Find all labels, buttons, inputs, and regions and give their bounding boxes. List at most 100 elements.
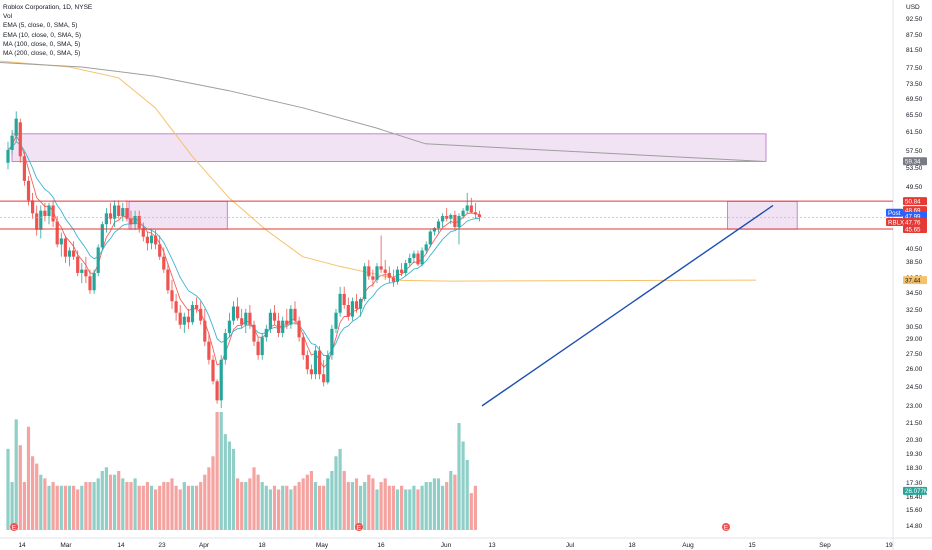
volume-bar [88,482,92,530]
volume-bar [80,485,84,530]
volume-bar [186,485,190,530]
volume-bar [375,489,379,530]
volume-bar [219,412,223,530]
ema10-line [7,141,480,356]
price-tick-label: 23.00 [906,403,923,410]
volume-bar [35,463,39,530]
volume-bar [84,482,88,530]
price-tick-label: 24.50 [906,384,923,391]
candle-body [51,205,55,222]
volume-legend[interactable]: Vol [3,13,13,21]
volume-bar [350,482,354,530]
candle-body [14,118,18,136]
candle-body [412,253,416,258]
volume-bar [473,485,477,530]
volume-bar [400,485,404,530]
candle-body [330,328,334,356]
candle-body [43,210,47,217]
candle-body [104,213,108,225]
ma200-legend[interactable]: MA (200, close, 0, SMA, 5) [3,50,81,58]
candle-body [22,156,26,181]
volume-bar [72,485,76,530]
candle-body [117,205,121,217]
price-tick-label: 21.50 [906,420,923,427]
volume-bar [166,482,170,530]
volume-bar [334,456,338,530]
volume-bar [363,482,367,530]
volume-bar [293,485,297,530]
candle-body [293,308,297,321]
price-tick-label: 20.30 [906,437,923,444]
volume-bar [453,474,457,530]
volume-bar [404,489,408,530]
volume-bar [391,485,395,530]
price-tag-label: 45.65 [905,226,921,233]
candle-body [404,263,408,273]
volume-bar [207,467,211,530]
zone-box [11,133,767,162]
candle-body [203,320,207,342]
volume-bar [154,489,158,530]
volume-bar [412,485,416,530]
chart-legend: Roblox Corporation, 1D, NYSE Vol EMA (5,… [3,3,92,58]
volume-bar [195,485,199,530]
candle-body [100,224,104,248]
volume-bar [457,423,461,530]
candle-body [244,312,248,325]
volume-bar [43,478,47,530]
volume-bar [227,441,231,530]
candle-body [416,253,420,265]
candle-body [346,305,350,317]
volume-bar [14,419,18,530]
candle-body [256,341,260,356]
candle-body [145,236,149,244]
volume-bar [190,485,195,530]
candle-body [281,320,285,334]
candle-body [133,216,137,225]
price-tick-label: 38.50 [906,259,923,266]
volume-bar [125,482,129,530]
candle-body [211,359,215,382]
volume-bar [22,482,26,530]
volume-bar [428,482,432,530]
candle-body [31,200,35,214]
price-tag [903,197,927,206]
candle-body [264,328,268,338]
candle-body [10,135,14,150]
candle-body [26,180,31,201]
volume-bar [330,471,334,530]
ma100-legend[interactable]: MA (100, close, 0, SMA, 5) [3,40,81,48]
volume-bar [367,474,371,530]
candle-body [363,266,367,300]
symbol-title[interactable]: Roblox Corporation, 1D, NYSE [3,4,93,11]
price-tick-label: 65.50 [906,112,923,119]
volume-bar [383,478,387,530]
ma200-line [0,62,766,162]
price-tick-label: 27.50 [906,351,923,358]
volume-bar [178,489,182,530]
volume-bar [268,489,272,530]
price-tag-label: 59.34 [905,159,921,166]
volume-bar [231,448,236,530]
volume-bar [67,485,72,530]
volume-bar [371,478,375,530]
price-tick-label: 26.00 [906,366,923,373]
ema5-legend[interactable]: EMA (5, close, 0, SMA, 5) [3,22,78,30]
candle-body [72,250,76,257]
candle-body [322,374,326,383]
candle-body [371,276,375,280]
candles-layer [6,111,482,409]
time-axis[interactable]: 14 Mar 14 23 Apr 18 May 16 Jun 13 Jul 18 Aug 15 Sep 19 [18,542,893,549]
candle-body [240,318,244,325]
price-tag-label: 50.84 [905,198,921,205]
volume-bar [215,412,219,530]
volume-bar [387,485,391,530]
volume-bar [313,482,318,530]
candle-body [342,293,346,306]
price-axis[interactable]: 92.50 87.50 81.50 77.50 73.50 69.50 65.50 61.50… [906,4,923,530]
trend-line [481,204,774,407]
candle-body [338,293,342,313]
volume-bar [354,478,359,530]
ema10-legend[interactable]: EMA (10, close, 0, SMA, 5) [3,31,82,39]
